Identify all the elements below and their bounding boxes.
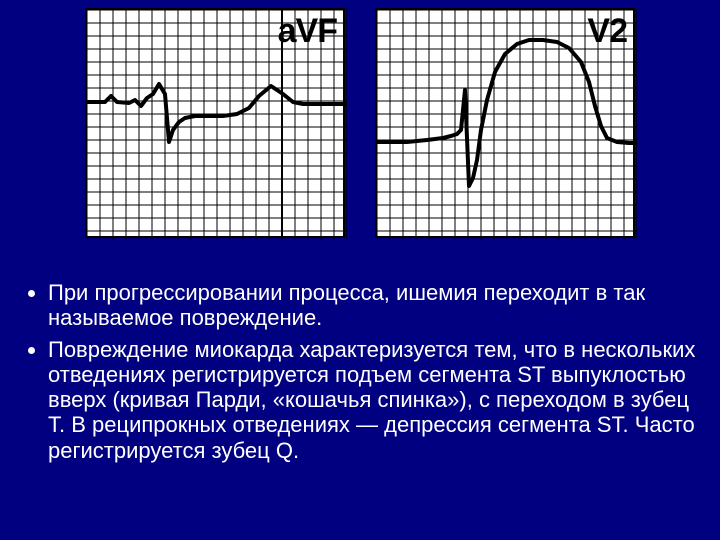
ecg-label-v2: V2 xyxy=(587,12,627,51)
slide: aVF V2 При прогрессировании процесса, иш… xyxy=(0,0,720,540)
bullet-item: При прогрессировании процесса, ишемия пе… xyxy=(48,280,696,331)
ecg-panel-v2: V2 xyxy=(375,8,635,238)
bullet-list: При прогрессировании процесса, ишемия пе… xyxy=(24,280,696,463)
ecg-label-avf: aVF xyxy=(278,12,337,51)
ecg-panel-avf: aVF xyxy=(85,8,345,238)
bullet-item: Повреждение миокарда характеризуется тем… xyxy=(48,337,696,463)
ecg-row: aVF V2 xyxy=(0,0,720,238)
body-text: При прогрессировании процесса, ишемия пе… xyxy=(24,280,696,469)
